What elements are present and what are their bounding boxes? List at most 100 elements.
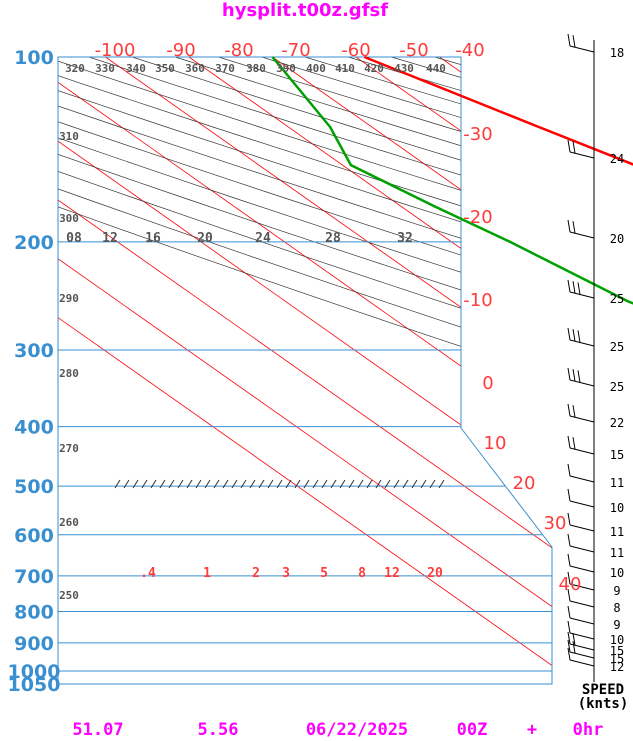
- isotherm-label: -70: [281, 40, 310, 61]
- hatch-mark: [150, 479, 157, 489]
- moist-adiabat-label: 24: [255, 231, 271, 246]
- wind-speed-label: 11: [610, 525, 624, 539]
- plot-frame: [57, 56, 553, 685]
- hatch-mark: [159, 479, 166, 489]
- isotherm-label: -50: [399, 40, 428, 61]
- wind-barb-feather: [572, 221, 576, 234]
- dewpoint-line: [271, 56, 633, 305]
- isotherm-label: -30: [463, 124, 492, 145]
- hatch-mark: [303, 479, 310, 489]
- isotherm-label: 40: [559, 574, 582, 595]
- grid-lines: [58, 57, 552, 684]
- wind-barb: [569, 632, 595, 640]
- hatch-mark: [429, 479, 436, 489]
- wind-barb: [569, 659, 595, 667]
- mixing-ratio-label: .4: [140, 566, 156, 581]
- wind-barb: [569, 415, 595, 423]
- moist-adiabat-label: 12: [102, 231, 118, 246]
- wind-barb-feather: [567, 631, 571, 645]
- wind-barb: [569, 545, 595, 553]
- chart-title: hysplit.t00z.gfsf: [222, 0, 388, 21]
- isotherm-label: -10: [463, 290, 492, 311]
- hatch-mark: [375, 479, 382, 489]
- wind-speed-label: 11: [610, 476, 624, 490]
- hatch-mark: [339, 479, 346, 489]
- hatch-mark: [267, 479, 274, 489]
- moist-adiabat-label: 20: [197, 231, 213, 246]
- wind-barb-feather: [572, 405, 576, 418]
- wind-speed-label: 9: [613, 584, 620, 598]
- hatch-mark: [186, 479, 193, 489]
- isotherm-line: [355, 57, 552, 684]
- dry-adiabat-label: 430: [394, 62, 414, 75]
- wind-barb-feather: [577, 330, 581, 343]
- background-grid: [57, 56, 553, 685]
- pressure-label: 400: [14, 417, 54, 439]
- wind-barb: [569, 500, 595, 508]
- hatch-mark: [240, 479, 247, 489]
- hatch-mark: [213, 479, 220, 489]
- dry-adiabat-label: 270: [59, 442, 79, 455]
- dry-adiabat-label: 400: [306, 62, 326, 75]
- moist-adiabat-label: 08: [66, 231, 82, 246]
- wind-barb-feather: [567, 647, 571, 661]
- footer: 51.07 5.56 06/22/2025 00Z + 0hr: [72, 720, 603, 740]
- dry-adiabat-line: [58, 57, 552, 684]
- wind-barb-feather: [572, 281, 576, 294]
- wind-barb-feather: [567, 279, 571, 293]
- dry-adiabat-label: 290: [59, 292, 79, 305]
- wind-barb: [569, 379, 595, 387]
- wind-barb-feather: [572, 633, 576, 646]
- hatch-mark: [411, 479, 418, 489]
- footer-hour: 0hr: [573, 720, 604, 740]
- hatch-mark: [402, 479, 409, 489]
- isotherm-line: [58, 57, 552, 684]
- wind-speed-label: 25: [610, 292, 624, 306]
- dry-adiabat-label: 390: [276, 62, 296, 75]
- dry-adiabat-label: 260: [59, 516, 79, 529]
- wind-speed-label: 20: [610, 232, 624, 246]
- mixing-ratio-label: 12: [384, 566, 400, 581]
- hatch-mark: [366, 479, 373, 489]
- wind-barb-feather: [567, 488, 571, 502]
- isotherm-line: [58, 57, 552, 684]
- dry-adiabat-label: 300: [59, 212, 79, 225]
- wind-barb-feather: [572, 329, 576, 342]
- hatch-mark: [321, 479, 328, 489]
- hatch-mark: [357, 479, 364, 489]
- wind-barb-feather: [567, 553, 571, 567]
- wind-speed-label: 24: [610, 152, 624, 166]
- wind-barb: [569, 291, 595, 299]
- sounding-series: [271, 55, 633, 305]
- wind-barb-feather: [567, 588, 571, 602]
- mixing-ratio-label: 3: [282, 566, 290, 581]
- dry-adiabat-line: [88, 57, 552, 684]
- mixing-ratio-label: 5: [320, 566, 328, 581]
- wind-barb-feather: [567, 367, 571, 381]
- isotherm-line: [188, 57, 552, 684]
- dry-adiabat-line: [58, 57, 552, 684]
- wind-barb-feather: [567, 620, 571, 634]
- isotherm-label: -20: [463, 207, 492, 228]
- dry-adiabat-label: 320: [65, 62, 85, 75]
- isotherm-label: -80: [224, 40, 253, 61]
- hatch-mark: [420, 479, 427, 489]
- isotherm-line: [439, 57, 552, 684]
- footer-lat: 51.07: [72, 720, 123, 740]
- dry-adiabat-label: 410: [335, 62, 355, 75]
- hatch-mark: [123, 479, 130, 489]
- wind-barb: [569, 339, 595, 347]
- pressure-label: 300: [14, 340, 54, 362]
- dry-adiabat-label: 440: [426, 62, 446, 75]
- dry-adiabat-line: [58, 57, 552, 684]
- dry-adiabat-line: [58, 57, 552, 684]
- hatch-mark: [384, 479, 391, 489]
- wind-barb: [569, 475, 595, 483]
- isotherm-line: [105, 57, 552, 684]
- hatch-mark: [231, 479, 238, 489]
- dry-adiabat-label: 360: [185, 62, 205, 75]
- wind-barb: [569, 151, 595, 159]
- isotherm-label: -100: [95, 40, 136, 61]
- dry-adiabat-label: 310: [59, 130, 79, 143]
